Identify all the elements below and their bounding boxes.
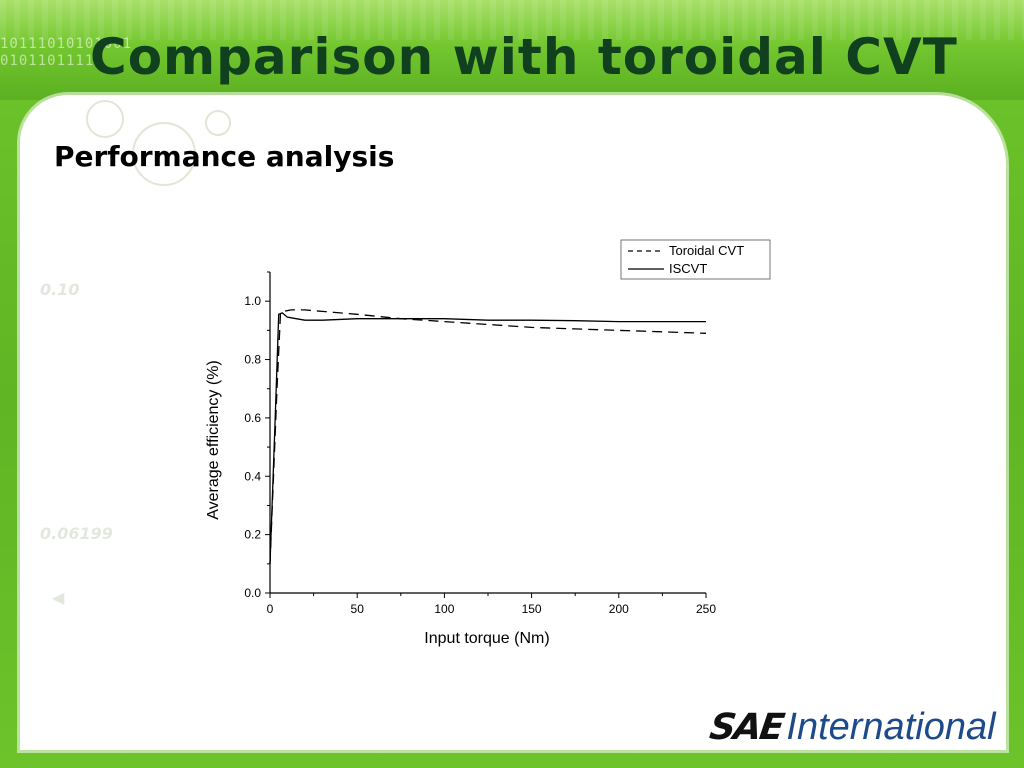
chart-series: [269, 309, 707, 564]
x-tick-label: 100: [434, 602, 454, 616]
decorative-circle: [205, 110, 231, 136]
slide-title: Comparison with toroidal CVT: [90, 28, 958, 86]
x-tick-label: 50: [351, 602, 365, 616]
logo-sae-text: SAE: [707, 707, 786, 748]
slide-subtitle: Performance analysis: [54, 140, 395, 173]
ghost-value: 0.10: [40, 280, 80, 299]
y-tick-label: 0.2: [244, 528, 261, 542]
y-tick-label: 0.6: [244, 411, 261, 425]
decorative-circle: [86, 100, 124, 138]
chart-svg: 0 50 100 150 200 250 0.0 0.2 0.4 0.6 0.8 1.0 Toroid…: [205, 239, 771, 647]
logo-international-text: International: [786, 706, 996, 748]
x-tick-label: 0: [267, 602, 274, 616]
chart-axes: 0 50 100 150 200 250 0.0 0.2 0.4 0.6 0.8 1.0: [244, 271, 716, 616]
binary-decoration: 10111010101001 0101101111: [0, 36, 132, 70]
sae-international-logo: SAEInternational: [707, 706, 996, 750]
legend-box: [620, 239, 771, 280]
efficiency-chart: 0 50 100 150 200 250 0.0 0.2 0.4 0.6 0.8 1.0 Toroid…: [180, 232, 780, 652]
decorative-circle: [132, 122, 196, 186]
series-line-iscvt: [269, 312, 706, 564]
y-tick-label: 0.4: [244, 469, 261, 483]
y-axis-label: Average efficiency (%): [205, 360, 222, 519]
y-tick-label: 0.8: [244, 353, 261, 367]
ghost-value: 0.06199: [40, 524, 113, 543]
x-axis-label: Input torque (Nm): [424, 630, 549, 647]
y-tick-label: 0.0: [244, 586, 261, 600]
legend-label: ISCVT: [669, 261, 707, 276]
legend-label: Toroidal CVT: [669, 243, 744, 258]
x-tick-label: 200: [609, 602, 629, 616]
x-tick-label: 150: [522, 602, 542, 616]
series-line-toroidal-cvt: [269, 309, 707, 564]
y-tick-label: 1.0: [244, 294, 261, 308]
content-panel: [20, 95, 1006, 750]
binary-line: 10111010101001: [0, 36, 133, 52]
header-band: 10111010101001 0101101111: [0, 0, 1024, 100]
x-tick-label: 250: [696, 602, 716, 616]
binary-line: 0101101111: [0, 53, 95, 69]
chart-legend: Toroidal CVT ISCVT: [620, 239, 771, 280]
triangle-left-icon: ◀: [52, 588, 65, 607]
